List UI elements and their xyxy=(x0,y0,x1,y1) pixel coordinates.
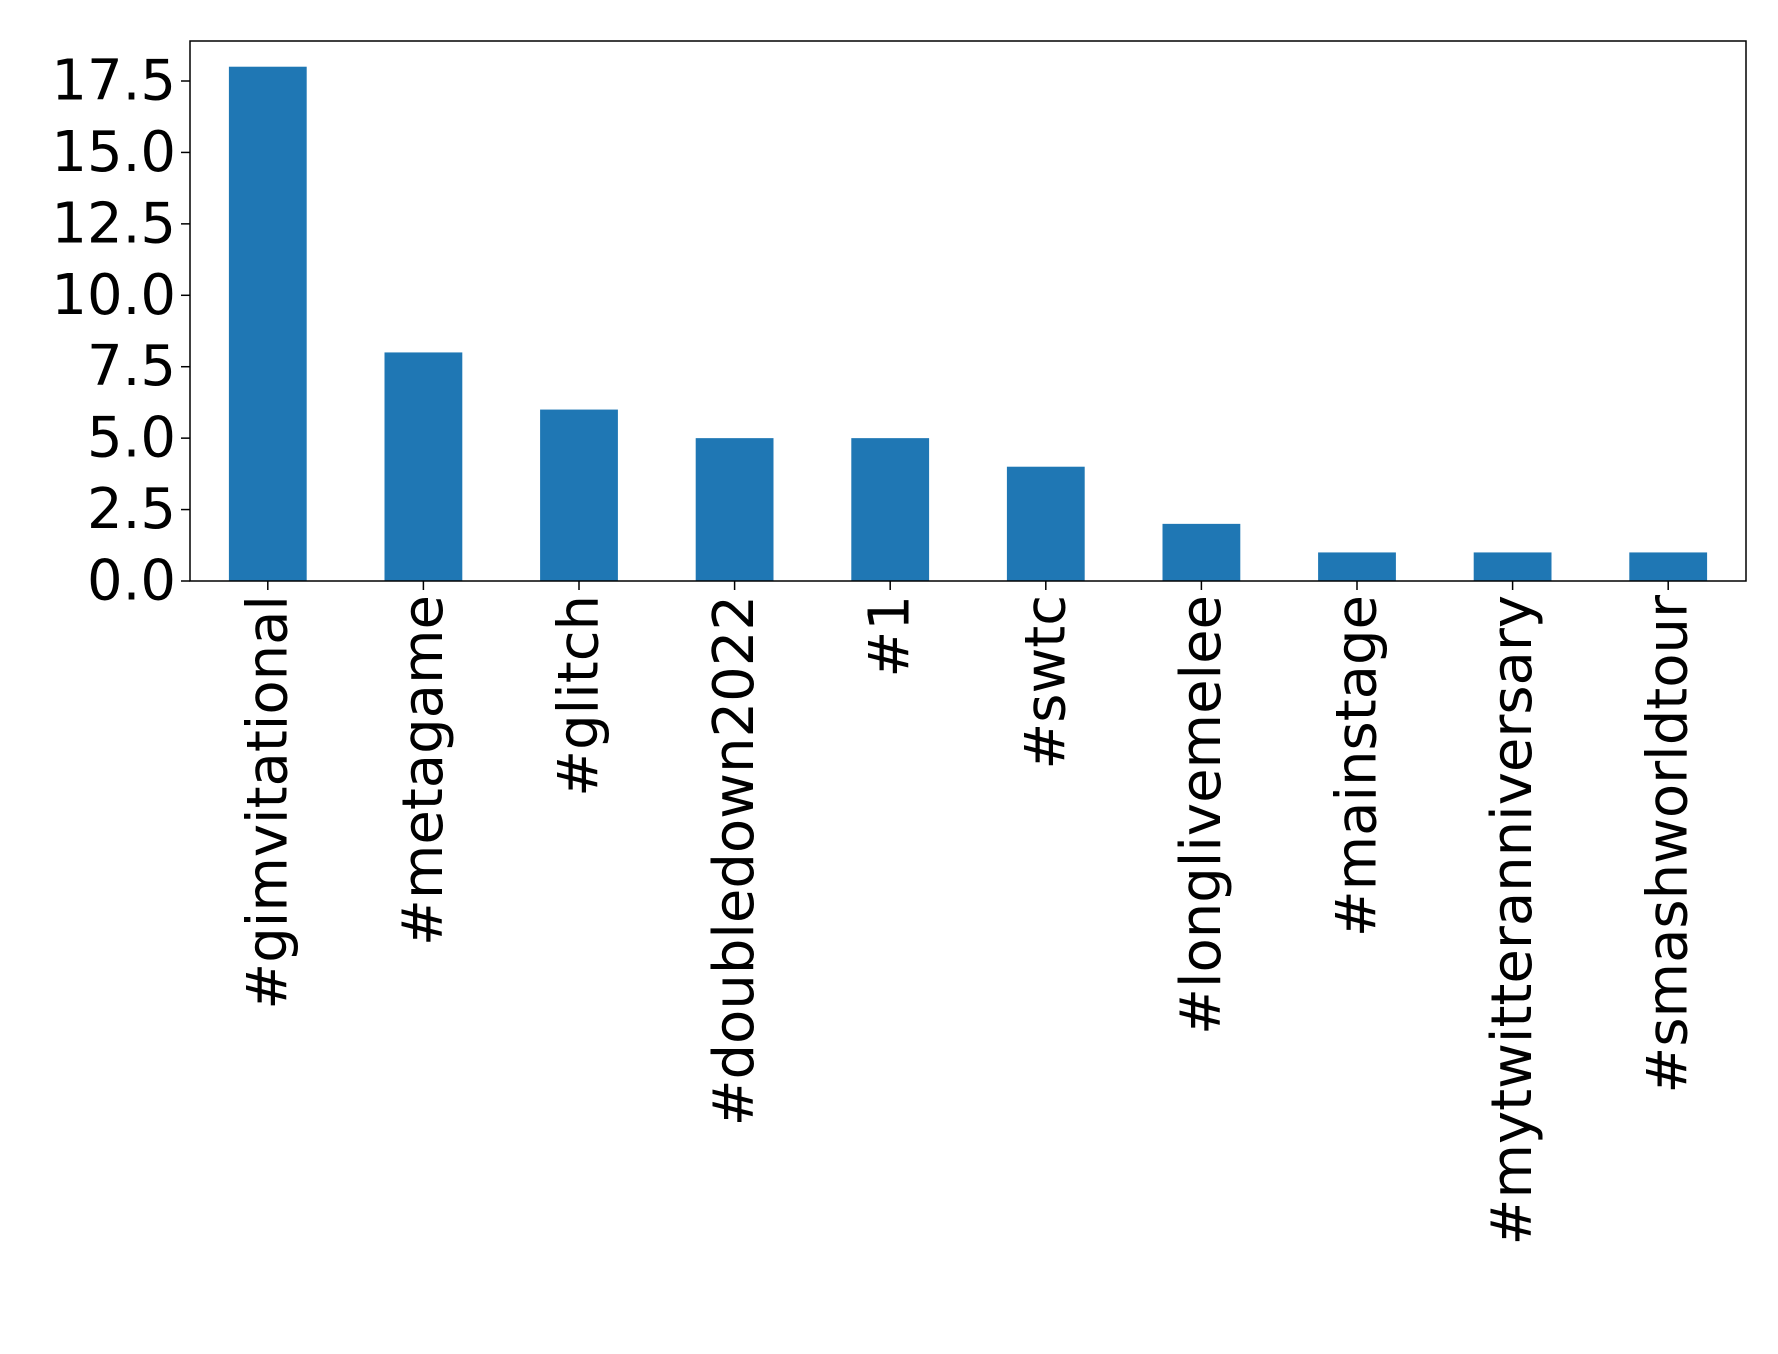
x-tick-label-1: #metagame xyxy=(391,595,456,946)
bar-8 xyxy=(1473,552,1552,581)
y-tick-label-1: 2.5 xyxy=(87,477,176,542)
bar-1 xyxy=(384,352,463,581)
x-tick-label-4: #1 xyxy=(858,595,923,678)
x-tick-label-5: #swtc xyxy=(1013,595,1078,770)
y-tick-label-4: 10.0 xyxy=(51,263,176,328)
x-tick-label-3: #doubledown2022 xyxy=(702,595,767,1126)
x-tick-label-7: #mainstage xyxy=(1325,595,1390,937)
bar-0 xyxy=(228,66,307,581)
bar-2 xyxy=(540,409,618,581)
y-tick-label-6: 15.0 xyxy=(51,120,176,185)
bar-7 xyxy=(1318,552,1396,581)
y-tick-label-2: 5.0 xyxy=(87,406,176,471)
x-tick-label-9: #smashworldtour xyxy=(1636,594,1701,1094)
bars-layer xyxy=(228,66,1708,581)
y-tick-label-3: 7.5 xyxy=(87,334,176,399)
bar-9 xyxy=(1629,552,1708,581)
bar-5 xyxy=(1006,466,1085,581)
bar-4 xyxy=(851,438,930,581)
x-axis: #gimvitational #metagame #glitch #doubledow… xyxy=(235,581,1701,1245)
y-tick-label-7: 17.5 xyxy=(51,49,176,114)
y-axis: 0.0 2.55.0 7.510.0 12.515.017.5 xyxy=(51,49,190,614)
y-tick-label-5: 12.5 xyxy=(51,191,176,256)
x-tick-label-0: #gimvitational xyxy=(235,595,300,1010)
bar-3 xyxy=(695,438,774,581)
x-tick-label-8: #mytwitteranniversary xyxy=(1480,595,1545,1245)
x-tick-label-2: #glitch xyxy=(547,595,612,797)
x-tick-label-6: #longlivemelee xyxy=(1169,595,1234,1035)
y-tick-label-0: 0.0 xyxy=(87,549,176,614)
bar-6 xyxy=(1162,523,1241,581)
plot-area-frame xyxy=(189,40,1747,582)
